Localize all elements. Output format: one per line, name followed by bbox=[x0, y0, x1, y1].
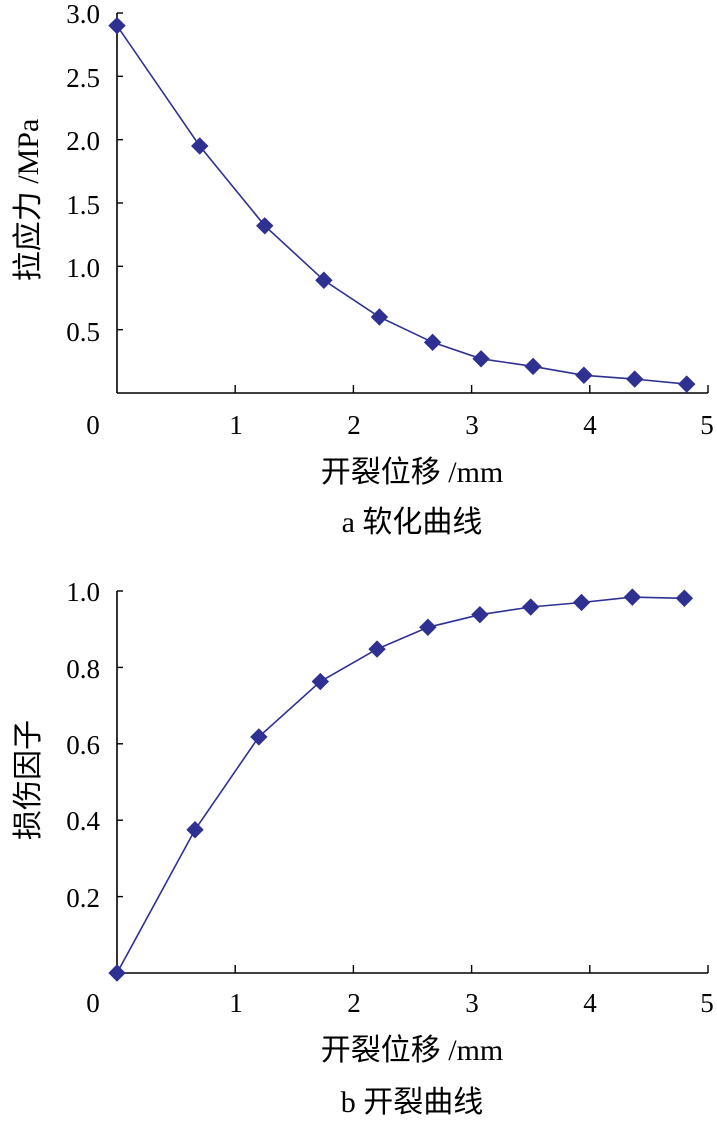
cracking-y-tick-labels: 0.2 0.4 0.6 0.8 1.0 bbox=[66, 577, 100, 913]
cracking-data-point bbox=[521, 598, 540, 616]
cracking-data-point bbox=[572, 593, 591, 612]
cracking-data-point bbox=[108, 964, 126, 982]
cracking-x-axis-title: 开裂位移 /mm bbox=[321, 1034, 504, 1067]
softening-x-tick-label: 3 bbox=[465, 410, 479, 440]
cracking-y-axis-title: 损伤因子 bbox=[12, 720, 45, 840]
cracking-x-tick-label: 5 bbox=[700, 988, 714, 1018]
softening-x-tick-label: 4 bbox=[583, 410, 597, 440]
cracking-data-point bbox=[186, 821, 204, 839]
softening-data-point bbox=[626, 370, 644, 388]
cracking-data-point bbox=[623, 588, 642, 606]
softening-data-point bbox=[575, 366, 593, 384]
cracking-y-tick-label: 0.4 bbox=[66, 806, 100, 836]
softening-y-tick-label: 3.0 bbox=[66, 0, 100, 29]
softening-data-point bbox=[524, 357, 542, 376]
cracking-curve-chart: 0.2 0.4 0.6 0.8 1.0 0 1 2 3 4 5 损伤因子 开裂位… bbox=[12, 577, 714, 1119]
softening-data-point bbox=[423, 333, 442, 352]
cracking-data-point bbox=[471, 605, 489, 624]
softening-y-tick-label: 1.5 bbox=[66, 190, 100, 220]
softening-data-point bbox=[472, 350, 490, 368]
cracking-x-tick-label: 1 bbox=[229, 988, 243, 1018]
softening-y-axis-title: 拉应力 /MPa bbox=[12, 119, 45, 282]
softening-x-axis-title: 开裂位移 /mm bbox=[321, 456, 504, 489]
softening-plot-area bbox=[108, 12, 709, 394]
cracking-y-tick-label: 0.6 bbox=[66, 730, 100, 760]
softening-x-tick-label: 2 bbox=[347, 410, 361, 440]
softening-data-point bbox=[191, 137, 209, 155]
softening-data-point bbox=[370, 308, 389, 326]
softening-x-tick-label: 0 bbox=[86, 410, 100, 440]
cracking-caption: b 开裂曲线 bbox=[341, 1086, 484, 1119]
cracking-x-tick-label: 0 bbox=[86, 988, 100, 1018]
cracking-data-point bbox=[419, 618, 437, 636]
cracking-plot-area bbox=[108, 588, 709, 982]
cracking-x-tick-labels: 0 1 2 3 4 5 bbox=[86, 988, 714, 1018]
softening-x-tick-labels: 0 1 2 3 4 5 bbox=[86, 410, 714, 440]
cracking-data-point bbox=[311, 672, 330, 691]
cracking-data-point bbox=[250, 728, 268, 746]
cracking-x-tick-label: 2 bbox=[347, 988, 361, 1018]
cracking-series-line bbox=[116, 596, 685, 974]
softening-data-point bbox=[678, 375, 696, 393]
cracking-y-tick-label: 1.0 bbox=[66, 577, 100, 607]
softening-y-tick-label: 0.5 bbox=[66, 317, 100, 347]
softening-x-tick-label: 5 bbox=[700, 410, 714, 440]
softening-x-tick-label: 1 bbox=[229, 410, 243, 440]
softening-series-line bbox=[116, 25, 687, 385]
softening-curve-chart: 0.5 1.0 1.5 2.0 2.5 3.0 0 1 2 3 4 5 拉应力 … bbox=[12, 0, 714, 539]
cracking-x-tick-label: 3 bbox=[465, 988, 479, 1018]
cracking-x-tick-label: 4 bbox=[583, 988, 597, 1018]
softening-y-tick-label: 2.0 bbox=[66, 126, 100, 156]
softening-y-tick-label: 1.0 bbox=[66, 253, 100, 283]
softening-y-tick-labels: 0.5 1.0 1.5 2.0 2.5 3.0 bbox=[66, 0, 100, 347]
softening-caption: a 软化曲线 bbox=[342, 506, 483, 539]
softening-data-point bbox=[108, 16, 126, 35]
cracking-data-point bbox=[368, 640, 386, 658]
softening-data-point bbox=[315, 271, 333, 289]
cracking-y-tick-label: 0.8 bbox=[66, 654, 100, 684]
softening-data-point bbox=[256, 217, 274, 235]
cracking-data-point bbox=[675, 589, 694, 607]
cracking-y-tick-label: 0.2 bbox=[66, 883, 100, 913]
softening-y-tick-label: 2.5 bbox=[66, 63, 100, 93]
